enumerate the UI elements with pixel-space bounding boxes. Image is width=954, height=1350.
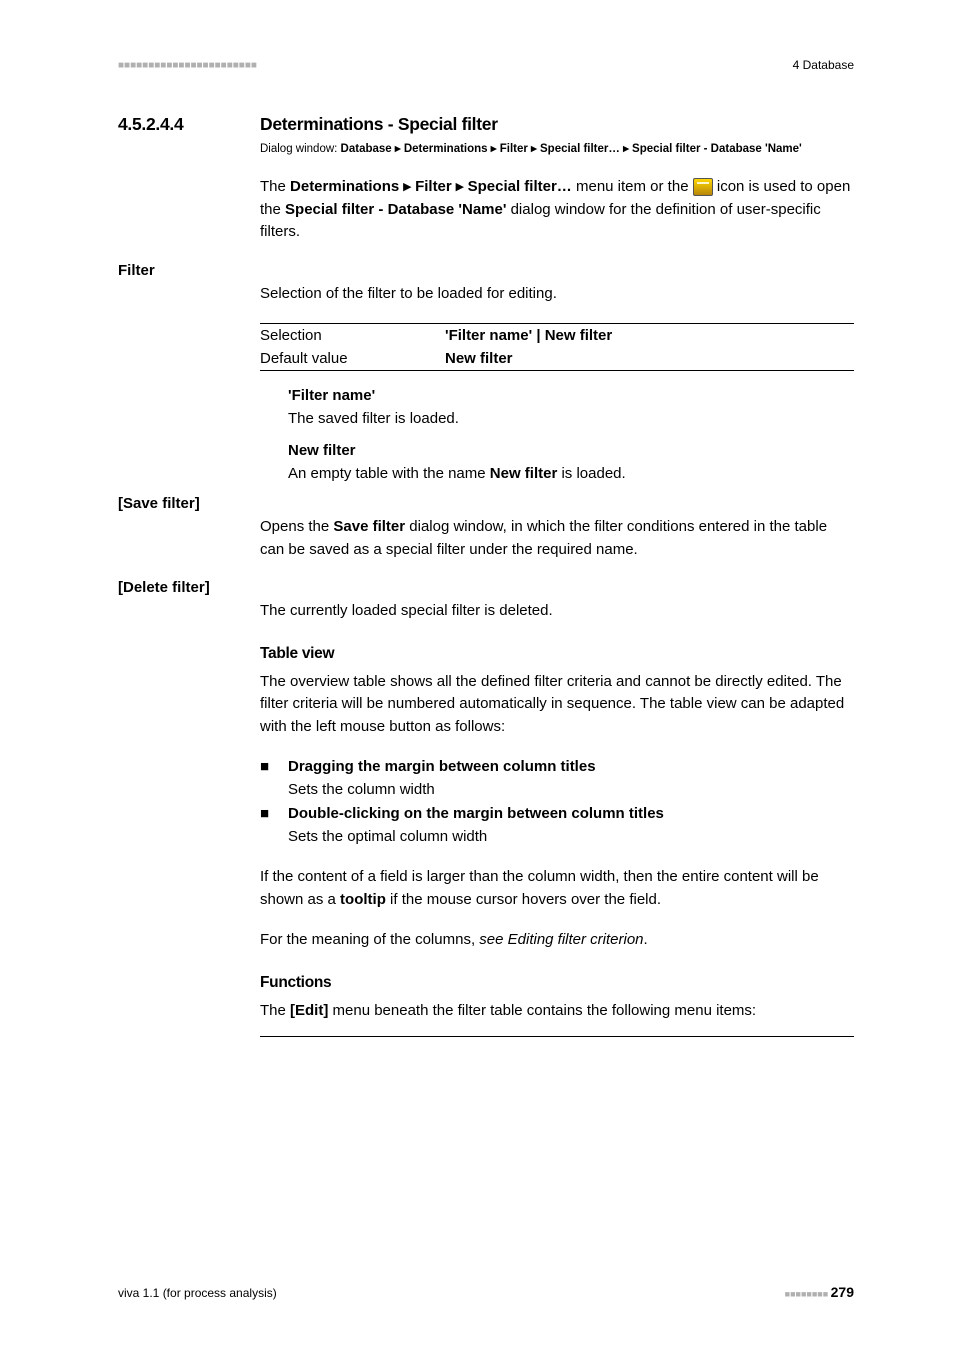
tv-p2-c: if the mouse cursor hovers over the fiel…	[386, 891, 661, 908]
save-filter-text: Opens the Save filter dialog window, in …	[260, 516, 854, 561]
intro-dialog-name: Special filter - Database 'Name'	[285, 201, 506, 218]
delete-filter-text: The currently loaded special filter is d…	[260, 600, 854, 623]
tv-p3-c: .	[644, 931, 648, 948]
table-row: Selection 'Filter name' | New filter	[260, 324, 854, 347]
delete-filter-label: [Delete filter]	[118, 579, 854, 596]
bullet-1-heading: Dragging the margin between column title…	[288, 758, 596, 775]
opt2-text-c: is loaded.	[557, 465, 625, 482]
fn-text-c: menu beneath the filter table contains t…	[328, 1002, 756, 1019]
footer-right: ■■■■■■■■ 279	[785, 1284, 854, 1300]
list-item: ■ Dragging the margin between column tit…	[260, 756, 854, 801]
save-filter-label: [Save filter]	[118, 495, 854, 512]
intro-text-a: The	[260, 178, 290, 195]
intro-text-c: menu item or the	[572, 178, 693, 195]
table-view-bullets: ■ Dragging the margin between column tit…	[260, 756, 854, 848]
dialog-window-prefix: Dialog window:	[260, 143, 341, 155]
functions-text: The [Edit] menu beneath the filter table…	[260, 1000, 854, 1038]
save-filter-text-b: Save filter	[333, 518, 405, 535]
filter-option-1: 'Filter name' The saved filter is loaded…	[288, 385, 854, 430]
table-view-heading: Table view	[260, 645, 854, 663]
tv-p3-b: see Editing filter criterion	[479, 931, 643, 948]
header-left-marks: ■■■■■■■■■■■■■■■■■■■■■■■	[118, 60, 257, 71]
filter-kv-table: Selection 'Filter name' | New filter Def…	[260, 323, 854, 371]
footer-left: viva 1.1 (for process analysis)	[118, 1286, 277, 1300]
section-heading: 4.5.2.4.4 Determinations - Special filte…	[118, 114, 854, 135]
intro-menu-path: Determinations ▸ Filter ▸ Special filter…	[290, 178, 572, 195]
dialog-window-line: Dialog window: Database ▸ Determinations…	[260, 141, 854, 158]
special-filter-icon	[693, 178, 713, 196]
tv-p2-b: tooltip	[340, 891, 386, 908]
bullet-1-text: Sets the column width	[288, 781, 435, 798]
save-filter-text-a: Opens the	[260, 518, 333, 535]
fn-text-b: [Edit]	[290, 1002, 328, 1019]
opt2-text-a: An empty table with the name	[288, 465, 490, 482]
kv-val-selection: 'Filter name' | New filter	[445, 327, 612, 344]
filter-option-2-heading: New filter	[288, 440, 854, 463]
kv-key-selection: Selection	[260, 327, 445, 344]
list-item: ■ Double-clicking on the margin between …	[260, 803, 854, 848]
footer-page-number: 279	[831, 1284, 854, 1300]
filter-label: Filter	[118, 262, 854, 279]
section-number: 4.5.2.4.4	[118, 114, 260, 135]
fn-text-a: The	[260, 1002, 290, 1019]
table-row: Default value New filter	[260, 347, 854, 370]
bullet-marker-icon: ■	[260, 803, 288, 848]
kv-val-default: New filter	[445, 350, 513, 367]
bullet-2-heading: Double-clicking on the margin between co…	[288, 805, 664, 822]
kv-key-default: Default value	[260, 350, 445, 367]
opt2-text-b: New filter	[490, 465, 558, 482]
page-header: ■■■■■■■■■■■■■■■■■■■■■■■ 4 Database	[118, 58, 854, 72]
intro-paragraph: The Determinations ▸ Filter ▸ Special fi…	[260, 176, 854, 244]
tv-p3-a: For the meaning of the columns,	[260, 931, 479, 948]
section-title: Determinations - Special filter	[260, 114, 498, 135]
table-view-paragraph: The overview table shows all the defined…	[260, 671, 854, 739]
filter-option-1-text: The saved filter is loaded.	[288, 408, 854, 431]
bullet-2-text: Sets the optimal column width	[288, 828, 487, 845]
dialog-window-path: Database ▸ Determinations ▸ Filter ▸ Spe…	[341, 143, 802, 155]
page-footer: viva 1.1 (for process analysis) ■■■■■■■■…	[118, 1284, 854, 1300]
footer-dots: ■■■■■■■■	[785, 1289, 831, 1299]
filter-option-2: New filter An empty table with the name …	[288, 440, 854, 485]
table-view-p2: If the content of a field is larger than…	[260, 866, 854, 911]
header-chapter: 4 Database	[793, 58, 854, 72]
functions-heading: Functions	[260, 974, 854, 992]
filter-option-1-heading: 'Filter name'	[288, 385, 854, 408]
filter-option-2-text: An empty table with the name New filter …	[288, 463, 854, 486]
bullet-marker-icon: ■	[260, 756, 288, 801]
filter-description: Selection of the filter to be loaded for…	[260, 283, 854, 306]
table-view-p3: For the meaning of the columns, see Edit…	[260, 929, 854, 952]
